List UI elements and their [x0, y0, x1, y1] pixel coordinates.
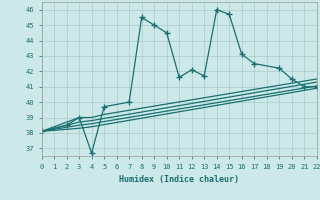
- X-axis label: Humidex (Indice chaleur): Humidex (Indice chaleur): [119, 175, 239, 184]
